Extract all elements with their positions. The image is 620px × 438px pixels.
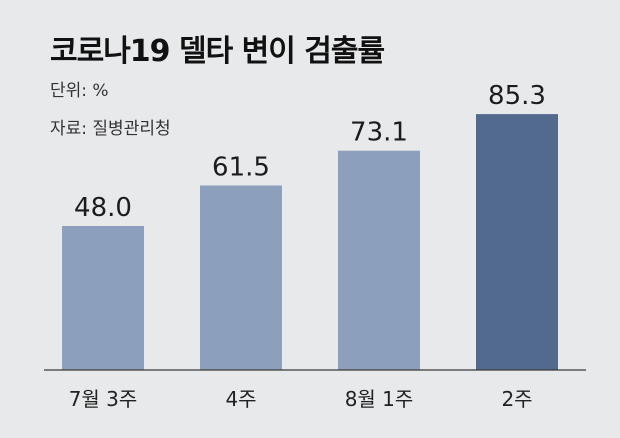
bar-3 (338, 150, 420, 370)
value-label-1: 48.0 (74, 193, 132, 223)
category-label-4: 2주 (501, 387, 532, 411)
unit-label: 단위: % (50, 81, 109, 101)
value-label-2: 61.5 (212, 153, 270, 183)
bars-group: 48.0 61.5 73.1 85.3 (62, 81, 558, 370)
bar-1 (62, 226, 144, 370)
category-label-1: 7월 3주 (69, 387, 138, 411)
value-label-4: 85.3 (488, 81, 546, 111)
bar-2 (200, 185, 282, 370)
category-label-2: 4주 (225, 387, 256, 411)
category-labels-group: 7월 3주 4주 8월 1주 2주 (69, 387, 533, 411)
value-label-3: 73.1 (350, 118, 408, 148)
category-label-3: 8월 1주 (345, 387, 414, 411)
chart-title: 코로나19 델타 변이 검출률 (50, 34, 385, 69)
source-label: 자료: 질병관리청 (50, 119, 171, 139)
bar-4 (476, 114, 558, 370)
